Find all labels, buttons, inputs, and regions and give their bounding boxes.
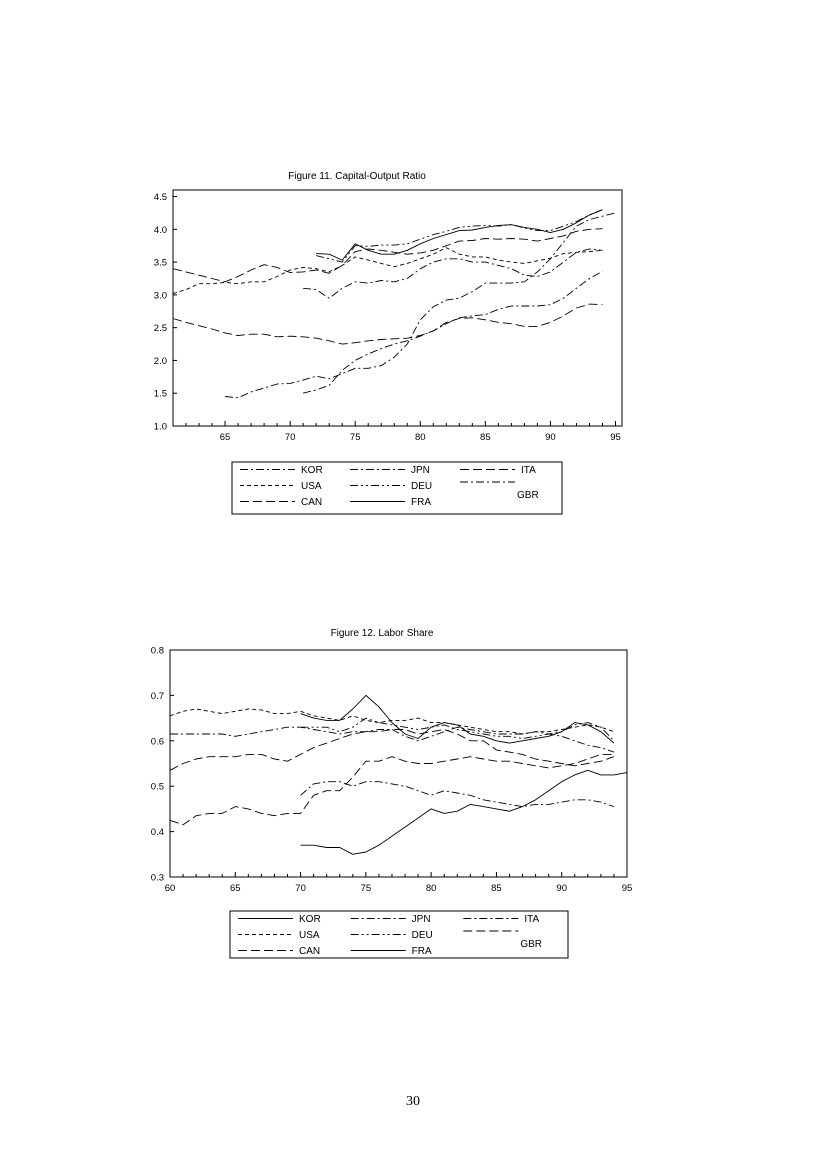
y-tick-label: 4.0 — [154, 225, 167, 236]
series-line-kor — [225, 212, 616, 399]
series-line-kor — [300, 769, 628, 855]
legend-label-deu: DEU — [412, 930, 433, 941]
x-tick-label: 70 — [285, 432, 296, 443]
chart-title: Figure 12. Labor Share — [331, 628, 434, 639]
x-tick-label: 80 — [426, 883, 437, 894]
chart-1: Figure 11. Capital-Output Ratio 1.0 1.5 2.0… — [154, 171, 623, 515]
plot-frame — [169, 649, 628, 878]
y-tick-label: 0.3 — [151, 873, 164, 884]
y-tick-label: 3.5 — [154, 258, 167, 269]
legend-label-ita: ITA — [524, 914, 539, 925]
legend-label-ita: ITA — [521, 465, 536, 476]
y-tick-label: 4.5 — [154, 192, 167, 203]
legend-label-fra: FRA — [412, 946, 432, 957]
legend-label-jpn: JPN — [411, 465, 430, 476]
x-tick-label: 95 — [622, 883, 633, 894]
series-line-ita — [172, 303, 603, 345]
x-tick-label: 85 — [480, 432, 491, 443]
x-tick-label: 75 — [361, 883, 372, 894]
series-line-fra — [300, 694, 615, 744]
legend-label-gbr: GBR — [517, 490, 539, 501]
series-line-jpn — [302, 270, 603, 394]
legend: KOR USA CAN JPN DEU FRA ITA GBR — [231, 461, 563, 515]
series-line-fra — [316, 209, 603, 261]
series-line-deu — [300, 717, 615, 742]
x-tick-label: 80 — [415, 432, 426, 443]
y-tick-label: 0.6 — [151, 736, 164, 747]
x-tick-label: 85 — [491, 883, 502, 894]
legend-label-fra: FRA — [411, 497, 431, 508]
y-tick-label: 2.0 — [154, 356, 167, 367]
series-line-gbr — [169, 753, 614, 826]
x-tick-label: 65 — [230, 883, 241, 894]
series-line-usa — [172, 247, 603, 295]
series-line-can — [172, 228, 603, 283]
legend-label-can: CAN — [301, 497, 322, 508]
series-line-usa — [169, 708, 615, 735]
series-line-ita — [170, 726, 615, 753]
y-tick-label: 2.5 — [154, 323, 167, 334]
x-tick-label: 95 — [610, 432, 621, 443]
legend-label-deu: DEU — [411, 481, 432, 492]
series-line-jpn — [300, 781, 615, 808]
chart-2: Figure 12. Labor Share 0.3 0.4 0.5 0.6 0.7 0.8… — [151, 628, 633, 959]
y-tick-label: 3.0 — [154, 290, 167, 301]
x-tick-label: 75 — [350, 432, 361, 443]
y-tick-label: 0.8 — [151, 646, 164, 657]
series-line-gbr — [303, 248, 603, 299]
x-tick-label: 65 — [220, 432, 231, 443]
legend-label-can: CAN — [299, 946, 320, 957]
legend-label-kor: KOR — [301, 465, 323, 476]
y-tick-label: 0.7 — [151, 691, 164, 702]
x-tick-label: 60 — [165, 883, 176, 894]
series-line-deu — [316, 209, 603, 263]
plot-frame — [172, 189, 623, 427]
legend-label-kor: KOR — [299, 914, 321, 925]
y-tick-label: 0.4 — [151, 827, 164, 838]
legend-label-usa: USA — [301, 481, 322, 492]
legend-label-gbr: GBR — [520, 939, 542, 950]
page-number: 30 — [406, 1094, 420, 1109]
chart-title: Figure 11. Capital-Output Ratio — [288, 171, 426, 182]
y-tick-label: 1.0 — [154, 422, 167, 433]
x-tick-label: 90 — [545, 432, 556, 443]
legend-label-usa: USA — [299, 930, 320, 941]
x-tick-label: 90 — [556, 883, 567, 894]
x-tick-label: 70 — [295, 883, 306, 894]
y-tick-label: 1.5 — [154, 389, 167, 400]
legend-label-jpn: JPN — [412, 914, 431, 925]
legend-box — [231, 461, 563, 515]
y-tick-label: 0.5 — [151, 782, 164, 793]
legend: KOR USA CAN JPN DEU FRA ITA GBR — [229, 910, 569, 959]
